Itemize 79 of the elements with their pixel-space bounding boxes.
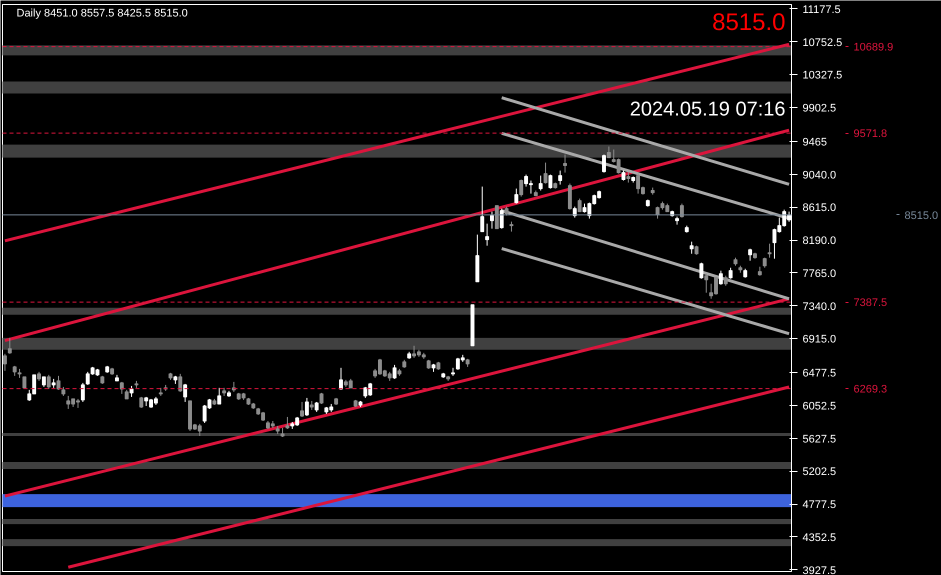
candlestick: [12, 365, 17, 376]
y-tick-label: 6052.5: [802, 400, 836, 412]
y-tick-label: 6915.0: [802, 334, 836, 346]
candlestick: [2, 353, 7, 372]
y-tick-label: 7765.0: [802, 268, 836, 280]
candlestick: [490, 211, 494, 230]
candlestick: [183, 383, 188, 402]
candlestick: [606, 146, 611, 158]
annotation: 2024.05.19 07:16: [630, 98, 786, 120]
ref-line-label: 9571.8: [854, 128, 888, 140]
candlestick: [548, 174, 552, 190]
candlestick: [124, 389, 129, 400]
chart-title: Daily 8451.0 8557.5 8425.5 8515.0: [16, 8, 188, 20]
candlestick: [558, 170, 562, 186]
y-tick-label: 5627.5: [802, 433, 836, 446]
candlestick: [724, 275, 728, 286]
candlestick: [694, 245, 698, 256]
candlestick: [704, 273, 708, 294]
candlestick: [568, 183, 572, 210]
y-tick-label: 8615.0: [802, 202, 836, 214]
y-tick-label: 7340.0: [802, 300, 836, 313]
y-tick-label: 3927.5: [802, 564, 836, 575]
candlestick: [139, 396, 144, 408]
y-tick-label: 4777.5: [802, 499, 836, 512]
candlestick: [563, 154, 567, 174]
candlestick: [494, 205, 499, 230]
candlestick: [300, 401, 304, 418]
candlestick: [46, 374, 51, 390]
candlestick: [120, 381, 124, 394]
y-tick-label: 10752.5: [802, 36, 842, 49]
ref-line-label: 10689.9: [854, 42, 894, 54]
y-tick-label: 9465: [802, 136, 827, 148]
candlestick: [762, 257, 767, 268]
candlestick: [285, 416, 290, 430]
annotation: 8515.0: [712, 9, 786, 36]
candlestick: [8, 337, 12, 354]
y-tick-label: 6477.5: [802, 368, 836, 380]
candlestick: [426, 359, 431, 370]
candlestick: [626, 172, 630, 184]
candlestick: [280, 427, 285, 438]
y-tick-label: 10327.5: [802, 70, 842, 82]
candlestick: [578, 198, 582, 212]
candlestick: [602, 154, 606, 174]
y-tick-label: 9902.5: [802, 102, 836, 115]
candlestick: [314, 401, 319, 412]
candlestick: [130, 385, 134, 398]
candlestick: [56, 375, 60, 390]
candlestick: [339, 367, 343, 390]
candlestick: [690, 241, 694, 254]
ref-line-label: 8515.0: [904, 210, 938, 222]
candlestick: [320, 392, 324, 404]
candlestick: [42, 376, 46, 388]
y-tick-label: 8190.0: [802, 235, 836, 248]
candlestick: [519, 179, 524, 198]
candlestick: [718, 270, 723, 286]
candlestick: [768, 243, 772, 258]
candlestick: [514, 188, 518, 204]
candlestick: [392, 364, 397, 380]
candlestick: [680, 203, 684, 218]
candlestick: [538, 175, 543, 192]
candlestick: [37, 371, 41, 382]
candlestick: [622, 170, 626, 182]
candlestick: [509, 221, 514, 232]
y-tick-label: 11177.5: [802, 4, 841, 16]
candlestick: [728, 267, 733, 280]
candlestick: [748, 248, 752, 262]
y-tick-label: 9040.0: [802, 169, 836, 182]
y-tick-label: 5202.5: [802, 466, 836, 478]
candlestick: [480, 186, 484, 232]
candlestick: [304, 397, 309, 416]
candlestick: [80, 382, 85, 402]
ref-line-label: 7387.5: [854, 297, 888, 310]
candlestick: [699, 262, 704, 280]
ref-line-label: 6269.3: [854, 384, 888, 396]
candlestick: [544, 162, 548, 184]
candlestick: [22, 376, 26, 388]
candlestick: [485, 223, 490, 246]
candlestick: [217, 387, 222, 404]
y-tick-label: 4352.5: [802, 532, 836, 544]
